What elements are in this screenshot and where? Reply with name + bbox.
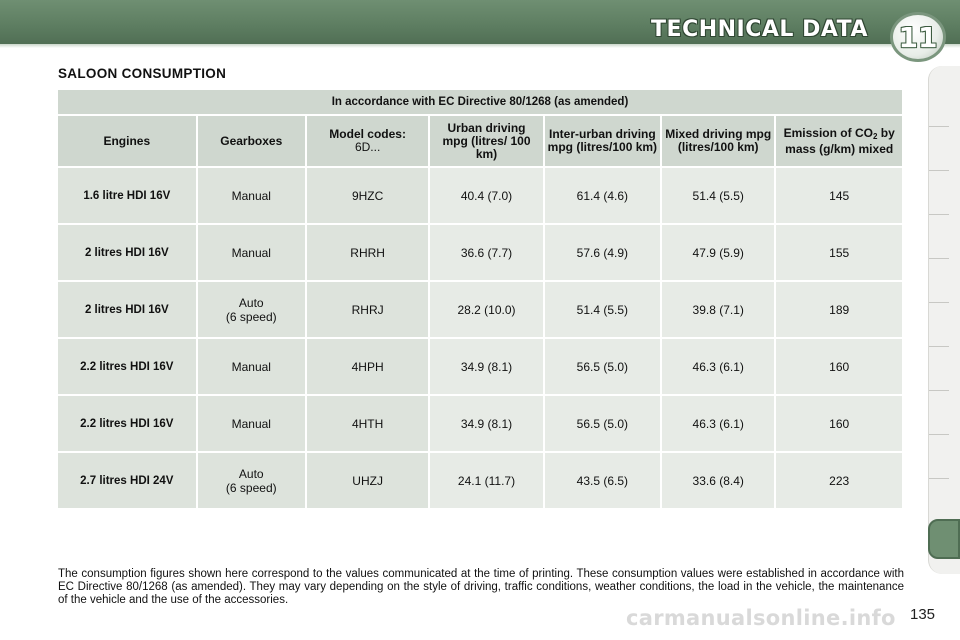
chapter-title: TECHNICAL DATA <box>651 17 868 42</box>
table-row: 2.2 litres HDI 16V Manual 4HTH 34.9 (8.1… <box>58 396 902 451</box>
directive-row: In accordance with EC Directive 80/1268 … <box>58 90 902 114</box>
emission-cell: 160 <box>776 396 902 451</box>
mixed-cell: 33.6 (8.4) <box>662 453 775 508</box>
page-number: 135 <box>910 606 936 623</box>
header-emission: Emission of CO2 by mass (g/km) mixed <box>776 116 902 166</box>
emission-subscript: 2 <box>872 131 878 141</box>
header-mixed: Mixed driving mpg (litres/100 km) <box>662 116 775 166</box>
chapter-side-tabs <box>928 66 960 574</box>
emission-cell: 155 <box>776 225 902 280</box>
urban-cell: 36.6 (7.7) <box>430 225 543 280</box>
gearbox-detail: (6 speed) <box>225 480 277 495</box>
table-row: 2 litres HDI 16V Manual RHRH 36.6 (7.7) … <box>58 225 902 280</box>
model-code-cell: 9HZC <box>306 168 429 223</box>
consumption-footnote: The consumption figures shown here corre… <box>58 568 904 606</box>
side-tab-divider <box>929 258 949 259</box>
engine-cell: 2 litres HDI 16V <box>58 282 196 337</box>
gearbox-type: Auto <box>238 466 264 481</box>
gearbox-cell: Manual <box>197 225 305 280</box>
gearbox-type: Manual <box>231 416 271 431</box>
emission-cell: 189 <box>776 282 902 337</box>
urban-cell: 34.9 (8.1) <box>430 396 543 451</box>
header-gearboxes: Gearboxes <box>197 116 305 166</box>
engine-cell: 2.7 litres HDI 24V <box>58 453 196 508</box>
side-tab-divider <box>929 170 949 171</box>
emission-label-a: Emission of CO <box>783 125 873 140</box>
table-row: 2.2 litres HDI 16V Manual 4HPH 34.9 (8.1… <box>58 339 902 394</box>
mixed-cell: 51.4 (5.5) <box>662 168 775 223</box>
inter-urban-cell: 56.5 (5.0) <box>544 396 661 451</box>
emission-label-b: by mass (g/km) mixed <box>785 125 895 156</box>
side-tab-divider <box>929 390 949 391</box>
mixed-cell: 39.8 (7.1) <box>662 282 775 337</box>
header-inter-urban: Inter-urban driving mpg (litres/100 km) <box>544 116 661 166</box>
chapter-number: 11 <box>898 20 938 54</box>
engine-cell: 2.2 litres HDI 16V <box>58 339 196 394</box>
consumption-table: In accordance with EC Directive 80/1268 … <box>56 88 904 510</box>
emission-cell: 223 <box>776 453 902 508</box>
model-codes-label: Model codes: <box>329 127 406 141</box>
table-row: 2.7 litres HDI 24V Auto (6 speed) UHZJ 24… <box>58 453 902 508</box>
model-code-cell: UHZJ <box>306 453 429 508</box>
inter-urban-cell: 43.5 (6.5) <box>544 453 661 508</box>
engine-cell: 1.6 litre HDI 16V <box>58 168 196 223</box>
section-title: SALOON CONSUMPTION <box>58 66 227 81</box>
watermark-text: carmanualsonline.info <box>626 606 896 630</box>
header-row: Engines Gearboxes Model codes: 6D... Urb… <box>58 116 902 166</box>
side-tab-divider <box>929 434 949 435</box>
gearbox-detail: (6 speed) <box>225 309 277 324</box>
mixed-cell: 46.3 (6.1) <box>662 396 775 451</box>
gearbox-cell: Manual <box>197 396 305 451</box>
urban-cell: 24.1 (11.7) <box>430 453 543 508</box>
header-engines: Engines <box>58 116 196 166</box>
directive-cell: In accordance with EC Directive 80/1268 … <box>58 90 902 114</box>
engine-cell: 2 litres HDI 16V <box>58 225 196 280</box>
header-model-codes: Model codes: 6D... <box>306 116 429 166</box>
gearbox-cell: Manual <box>197 168 305 223</box>
emission-cell: 160 <box>776 339 902 394</box>
gearbox-cell: Auto (6 speed) <box>197 282 305 337</box>
side-tab-divider <box>929 214 949 215</box>
gearbox-type: Auto <box>238 295 264 310</box>
urban-cell: 28.2 (10.0) <box>430 282 543 337</box>
gearbox-type: Manual <box>231 188 271 203</box>
side-tab-divider <box>929 302 949 303</box>
gearbox-cell: Auto (6 speed) <box>197 453 305 508</box>
table-row: 2 litres HDI 16V Auto (6 speed) RHRJ 28.2… <box>58 282 902 337</box>
inter-urban-cell: 56.5 (5.0) <box>544 339 661 394</box>
model-code-cell: 4HPH <box>306 339 429 394</box>
inter-urban-cell: 57.6 (4.9) <box>544 225 661 280</box>
urban-cell: 40.4 (7.0) <box>430 168 543 223</box>
chapter-header-bar <box>0 0 960 46</box>
gearbox-type: Manual <box>231 245 271 260</box>
active-chapter-tab <box>928 519 960 559</box>
side-tab-divider <box>929 126 949 127</box>
emission-cell: 145 <box>776 168 902 223</box>
engine-cell: 2.2 litres HDI 16V <box>58 396 196 451</box>
mixed-cell: 47.9 (5.9) <box>662 225 775 280</box>
side-tab-divider <box>929 478 949 479</box>
mixed-cell: 46.3 (6.1) <box>662 339 775 394</box>
chapter-number-badge: 11 <box>890 12 946 62</box>
model-code-cell: RHRJ <box>306 282 429 337</box>
table-row: 1.6 litre HDI 16V Manual 9HZC 40.4 (7.0)… <box>58 168 902 223</box>
inter-urban-cell: 61.4 (4.6) <box>544 168 661 223</box>
inter-urban-cell: 51.4 (5.5) <box>544 282 661 337</box>
gearbox-type: Manual <box>231 359 271 374</box>
model-code-cell: 4HTH <box>306 396 429 451</box>
header-divider <box>0 44 960 48</box>
urban-cell: 34.9 (8.1) <box>430 339 543 394</box>
header-urban: Urban driving mpg (litres/ 100 km) <box>430 116 543 166</box>
model-codes-prefix: 6D... <box>354 140 381 154</box>
model-code-cell: RHRH <box>306 225 429 280</box>
gearbox-cell: Manual <box>197 339 305 394</box>
side-tab-divider <box>929 346 949 347</box>
